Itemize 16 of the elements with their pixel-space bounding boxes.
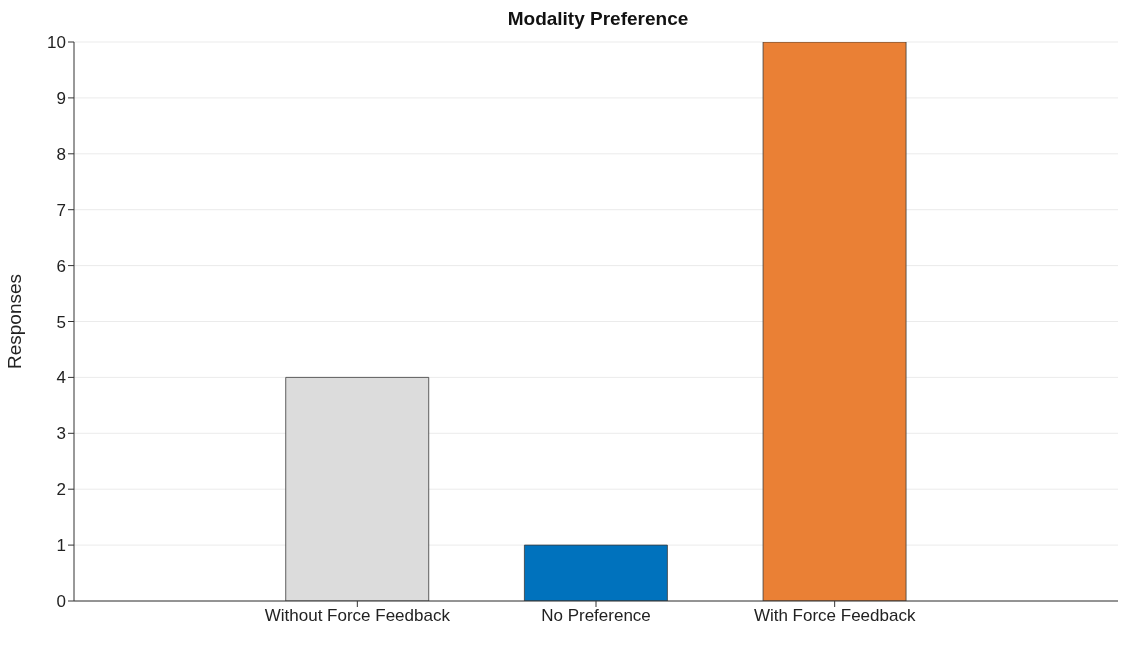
y-tick-label: 2 [56, 480, 66, 500]
x-tick-label: Without Force Feedback [264, 606, 451, 626]
y-tick-label: 9 [56, 88, 66, 108]
y-tick-label: 3 [56, 424, 66, 444]
chart-title: Modality Preference [507, 8, 689, 29]
y-tick-label: 5 [56, 312, 66, 332]
y-tick-label: 6 [56, 256, 66, 276]
y-axis-title: Responses [3, 273, 25, 370]
y-tick-label: 7 [56, 200, 66, 220]
y-tick-label: 0 [56, 592, 66, 612]
y-tick-label: 8 [56, 144, 66, 164]
x-tick-label: With Force Feedback [753, 606, 916, 626]
x-tick-label: No Preference [541, 606, 651, 626]
y-tick-label: 4 [56, 368, 66, 388]
y-tick-label: 10 [47, 33, 66, 53]
y-tick-label: 1 [56, 536, 66, 556]
